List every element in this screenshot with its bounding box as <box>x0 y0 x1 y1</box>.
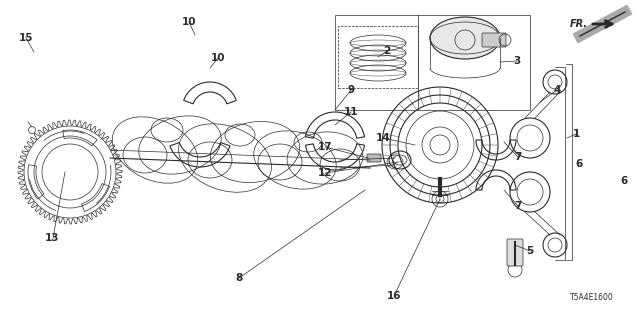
Text: 14: 14 <box>376 132 390 143</box>
Text: 7: 7 <box>515 152 522 162</box>
Text: 10: 10 <box>182 17 196 28</box>
Text: 6: 6 <box>620 176 628 186</box>
Text: 13: 13 <box>45 233 60 244</box>
Text: 12: 12 <box>318 168 332 178</box>
FancyBboxPatch shape <box>367 154 381 162</box>
Text: T5A4E1600: T5A4E1600 <box>570 293 614 302</box>
Ellipse shape <box>430 17 500 59</box>
Text: 10: 10 <box>211 52 225 63</box>
Bar <box>338 26 418 88</box>
FancyBboxPatch shape <box>507 239 523 266</box>
Text: 8: 8 <box>235 273 243 284</box>
Text: 5: 5 <box>526 246 534 256</box>
Text: 15: 15 <box>19 33 33 44</box>
FancyBboxPatch shape <box>482 33 506 47</box>
Text: 7: 7 <box>515 201 522 212</box>
Text: 17: 17 <box>318 142 332 152</box>
Text: 2: 2 <box>383 46 391 56</box>
Text: 16: 16 <box>387 291 401 301</box>
Text: 6: 6 <box>575 158 582 169</box>
Text: 3: 3 <box>513 56 521 66</box>
Text: FR.: FR. <box>570 19 588 29</box>
Text: 4: 4 <box>553 84 561 95</box>
Text: 1: 1 <box>572 129 580 140</box>
Bar <box>335 15 530 110</box>
Text: 11: 11 <box>344 107 358 117</box>
Text: 9: 9 <box>347 84 355 95</box>
